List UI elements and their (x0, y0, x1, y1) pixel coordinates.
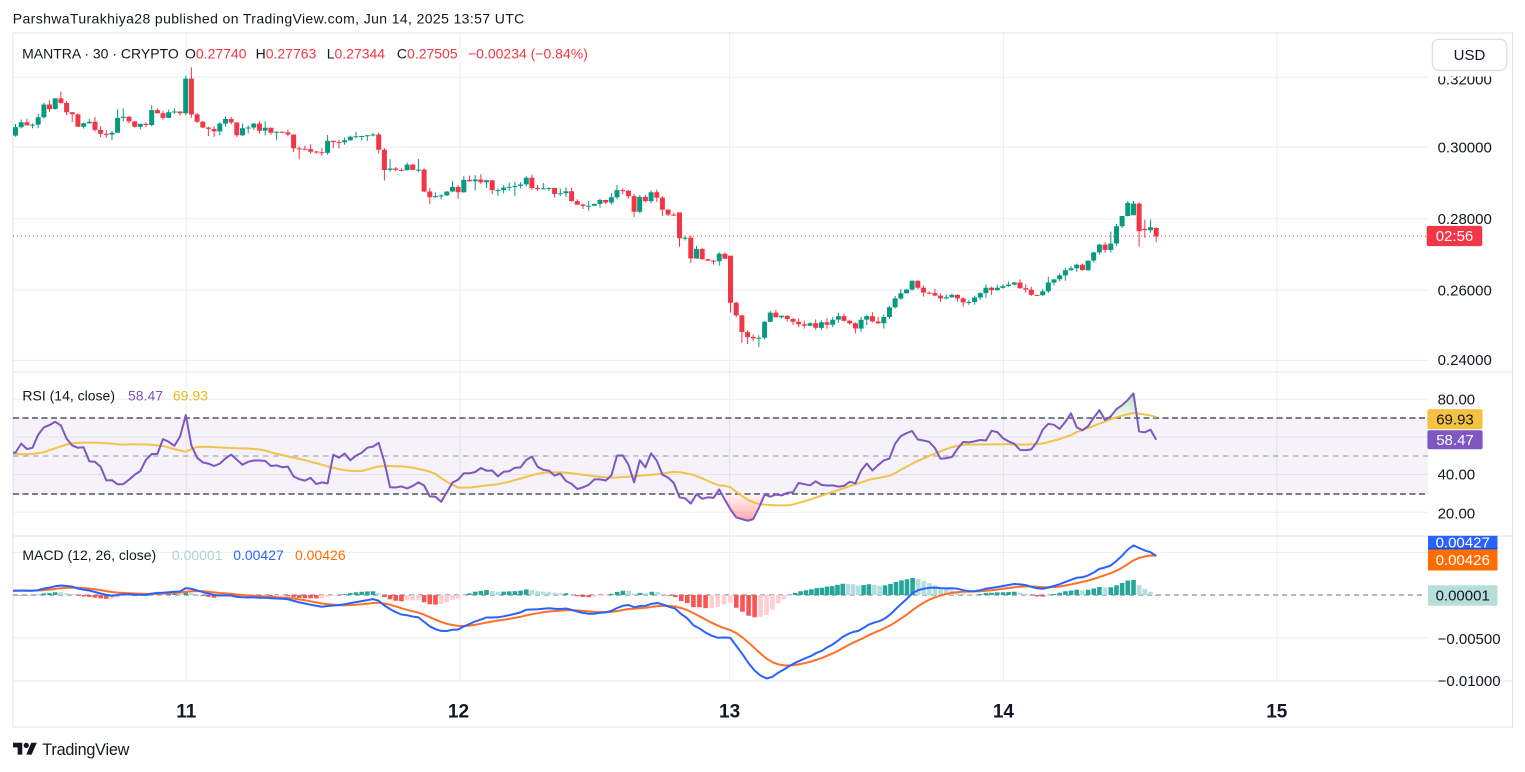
svg-text:13: 13 (719, 702, 740, 723)
svg-text:0.28000: 0.28000 (1438, 211, 1492, 228)
svg-text:20.00: 20.00 (1438, 505, 1476, 522)
svg-text:−0.00234 (−0.84%): −0.00234 (−0.84%) (468, 45, 588, 61)
svg-text:O0.27740: O0.27740 (185, 45, 247, 61)
svg-text:0.00001: 0.00001 (1436, 588, 1490, 605)
svg-text:C0.27505: C0.27505 (397, 45, 458, 61)
svg-text:0.00426: 0.00426 (295, 547, 346, 563)
svg-text:69.93: 69.93 (173, 388, 208, 404)
svg-text:H0.27763: H0.27763 (256, 45, 317, 61)
svg-text:0.00426: 0.00426 (1436, 552, 1490, 569)
svg-text:−0.01000: −0.01000 (1438, 673, 1501, 690)
svg-text:40.00: 40.00 (1438, 467, 1476, 484)
svg-text:0.00427: 0.00427 (1436, 535, 1490, 552)
svg-text:L0.27344: L0.27344 (327, 45, 386, 61)
svg-text:0.00427: 0.00427 (233, 547, 284, 563)
svg-text:RSI (14, close): RSI (14, close) (22, 388, 115, 404)
svg-text:69.93: 69.93 (1436, 411, 1474, 428)
svg-text:15: 15 (1266, 702, 1288, 723)
svg-text:0.30000: 0.30000 (1438, 139, 1492, 156)
svg-text:0.00001: 0.00001 (172, 547, 223, 563)
svg-text:MANTRA · 30 · CRYPTO: MANTRA · 30 · CRYPTO (22, 45, 179, 61)
svg-text:−0.00500: −0.00500 (1438, 631, 1501, 648)
svg-text:USD: USD (1454, 47, 1486, 64)
svg-text:0.26000: 0.26000 (1438, 282, 1492, 299)
svg-text:MACD (12, 26, close): MACD (12, 26, close) (22, 547, 156, 563)
svg-text:11: 11 (176, 702, 197, 723)
svg-text:12: 12 (448, 702, 469, 723)
svg-text:TradingView: TradingView (42, 741, 129, 759)
svg-text:14: 14 (993, 702, 1015, 723)
svg-text:ParshwaTurakhiya28 published o: ParshwaTurakhiya28 published on TradingV… (13, 11, 525, 27)
svg-text:0.24000: 0.24000 (1438, 352, 1492, 369)
svg-text:80.00: 80.00 (1438, 391, 1476, 408)
svg-text:58.47: 58.47 (128, 388, 163, 404)
svg-text:58.47: 58.47 (1436, 432, 1474, 449)
svg-text:02:56: 02:56 (1436, 228, 1474, 245)
